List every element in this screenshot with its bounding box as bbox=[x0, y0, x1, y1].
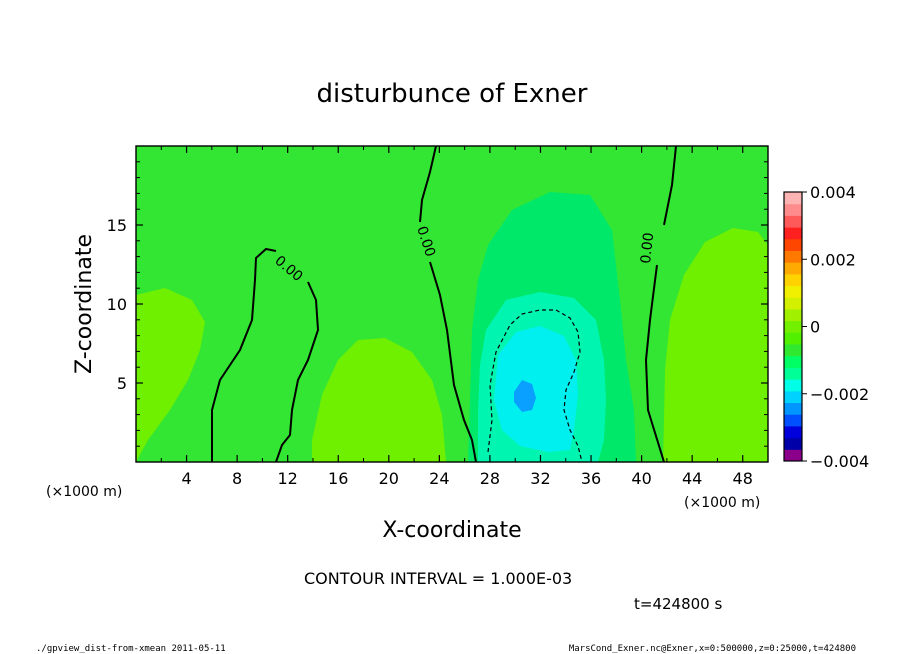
x-axis-label: X-coordinate bbox=[382, 518, 521, 543]
colorbar-tick-label: 0 bbox=[810, 318, 820, 337]
x-tick-label: 24 bbox=[429, 469, 449, 488]
time-label: t=424800 s bbox=[634, 595, 722, 613]
x-tick-label: 12 bbox=[278, 469, 298, 488]
colorbar-swatch bbox=[784, 403, 802, 415]
colorbar-swatch bbox=[784, 426, 802, 438]
x-tick-label: 40 bbox=[631, 469, 651, 488]
colorbar-swatch bbox=[784, 239, 802, 251]
colorbar-tick-label: −0.004 bbox=[810, 452, 869, 471]
colorbar-swatch bbox=[784, 204, 802, 216]
colorbar-swatch bbox=[784, 192, 802, 204]
colorbar-swatch bbox=[784, 438, 802, 450]
colorbar-swatch bbox=[784, 286, 802, 298]
x-tick-label: 20 bbox=[379, 469, 399, 488]
x-tick-label: 4 bbox=[181, 469, 191, 488]
plot-area bbox=[136, 146, 768, 462]
footer-right: MarsCond_Exner.nc@Exner,x=0:500000,z=0:2… bbox=[569, 644, 856, 654]
colorbar-swatch bbox=[784, 297, 802, 309]
x-tick-label: 36 bbox=[581, 469, 601, 488]
colorbar-swatch bbox=[784, 309, 802, 321]
footer-left: ./gpview_dist-from-xmean 2011-05-11 bbox=[36, 644, 226, 654]
colorbar-swatch bbox=[784, 321, 802, 333]
colorbar-swatch bbox=[784, 356, 802, 368]
colorbar-swatch bbox=[784, 367, 802, 379]
colorbar-swatch bbox=[784, 262, 802, 274]
x-tick-label: 8 bbox=[232, 469, 242, 488]
colorbar-swatch bbox=[784, 344, 802, 356]
x-tick-label: 44 bbox=[682, 469, 702, 488]
contour-label-right: 0.00 bbox=[638, 232, 657, 265]
contour-interval: CONTOUR INTERVAL = 1.000E-03 bbox=[304, 569, 572, 588]
colorbar-tick-label: −0.002 bbox=[810, 385, 869, 404]
x-tick-label: 16 bbox=[328, 469, 348, 488]
colorbar-swatch bbox=[784, 215, 802, 227]
colorbar-swatch bbox=[784, 449, 802, 461]
colorbar-tick-label: 0.002 bbox=[810, 250, 856, 269]
colorbar-swatch bbox=[784, 391, 802, 403]
colorbar-tick-label: 0.004 bbox=[810, 183, 856, 202]
colorbar-swatch bbox=[784, 250, 802, 262]
y-tick-label: 5 bbox=[117, 374, 127, 393]
y-axis-label: Z-coordinate bbox=[72, 234, 97, 374]
colorbar-swatch bbox=[784, 379, 802, 391]
x-tick-label: 28 bbox=[480, 469, 500, 488]
colorbar-swatch bbox=[784, 274, 802, 286]
y-tick-label: 15 bbox=[107, 216, 127, 235]
x-tick-label: 48 bbox=[733, 469, 753, 488]
colorbar-swatch bbox=[784, 332, 802, 344]
negative-region-inner bbox=[494, 326, 578, 452]
y-tick-label: 10 bbox=[107, 295, 127, 314]
colorbar-swatch bbox=[784, 227, 802, 239]
x-unit-left: (×1000 m) bbox=[46, 484, 122, 500]
chart-title: disturbunce of Exner bbox=[317, 79, 588, 109]
x-tick-label: 32 bbox=[530, 469, 550, 488]
colorbar: 0.004 0.002 0 −0.002 −0.004 bbox=[784, 183, 869, 471]
x-unit-right: (×1000 m) bbox=[684, 495, 760, 511]
colorbar-swatch bbox=[784, 414, 802, 426]
